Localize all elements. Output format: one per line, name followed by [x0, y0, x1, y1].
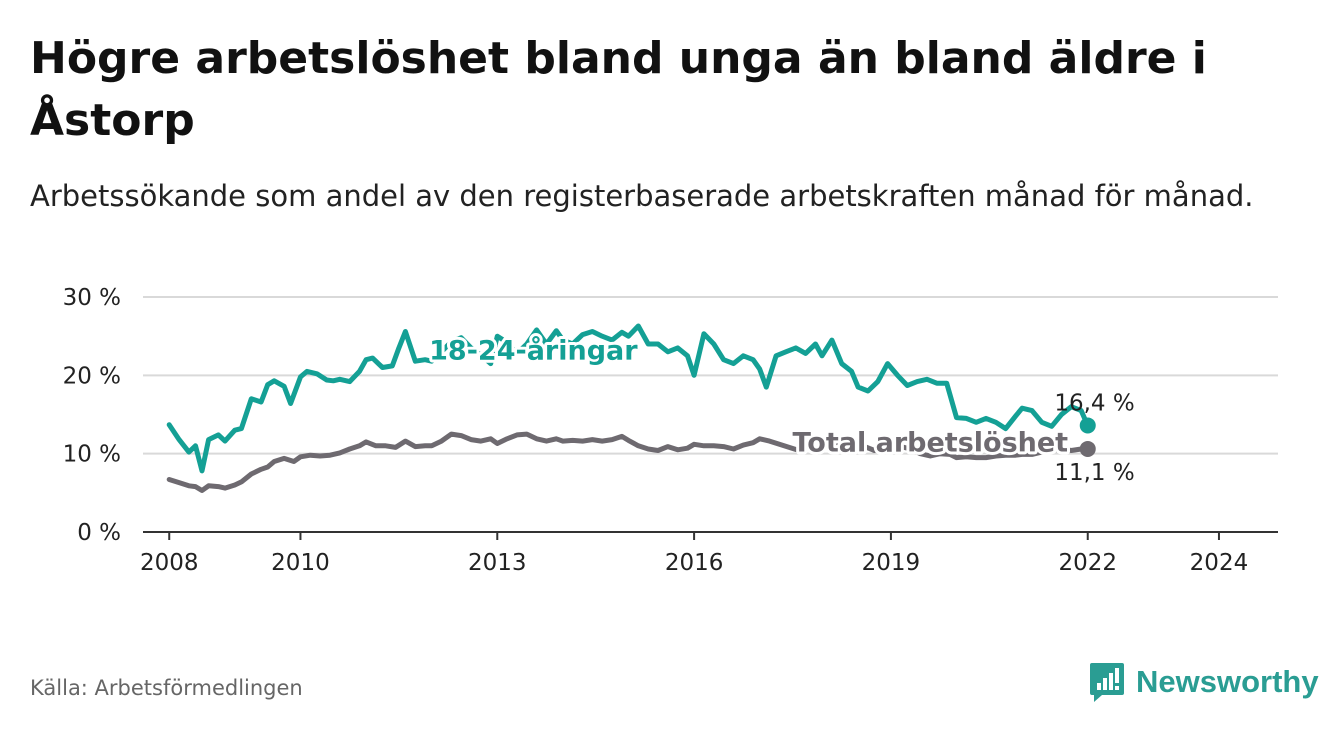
series-line-youth	[166, 323, 1091, 474]
series-endpoint-youth	[1079, 417, 1096, 434]
x-tick-label: 2016	[665, 550, 724, 576]
x-tick-label: 2010	[271, 550, 330, 576]
series-label-halo: 18-24-åringar	[429, 335, 638, 367]
source-note: Källa: Arbetsförmedlingen	[30, 676, 303, 700]
x-tick-label: 2024	[1190, 550, 1249, 576]
newsworthy-logo-icon	[1090, 663, 1124, 702]
series-line-total	[166, 431, 1091, 493]
series-label-halo: Total arbetslöshet	[792, 427, 1068, 458]
y-tick-label: 30 %	[63, 285, 121, 311]
chart-subtitle: Arbetssökande som andel av den registerb…	[30, 179, 1254, 213]
x-tick-label: 2013	[468, 550, 527, 576]
series-label-youth: 18-24-åringar	[429, 335, 638, 367]
brand-name: Newsworthy	[1136, 664, 1319, 699]
x-tick-label: 2019	[862, 550, 921, 576]
series-layer	[166, 323, 1096, 493]
end-value-label-total: 11,1 %	[1054, 460, 1134, 486]
brand[interactable]: Newsworthy	[1088, 660, 1319, 704]
end-value-label-youth: 16,4 %	[1054, 390, 1134, 416]
chart-title: Högre arbetslöshet bland unga än bland ä…	[30, 33, 1207, 146]
y-tick-label: 20 %	[63, 363, 121, 389]
line-chart: 0 % 10 % 20 % 30 % 2008 2010 2013 2016 2019 2022 2…	[63, 285, 1278, 576]
x-tick-label: 2022	[1058, 550, 1117, 576]
x-tick-label: 2008	[140, 550, 199, 576]
series-label-total: Total arbetslöshet	[792, 427, 1068, 458]
axis-layer: 0 % 10 % 20 % 30 % 2008 2010 2013 2016 2019 2022 2…	[63, 285, 1278, 576]
y-tick-label: 10 %	[63, 442, 121, 468]
y-tick-label: 0 %	[77, 520, 121, 546]
series-endpoint-total	[1079, 440, 1096, 457]
